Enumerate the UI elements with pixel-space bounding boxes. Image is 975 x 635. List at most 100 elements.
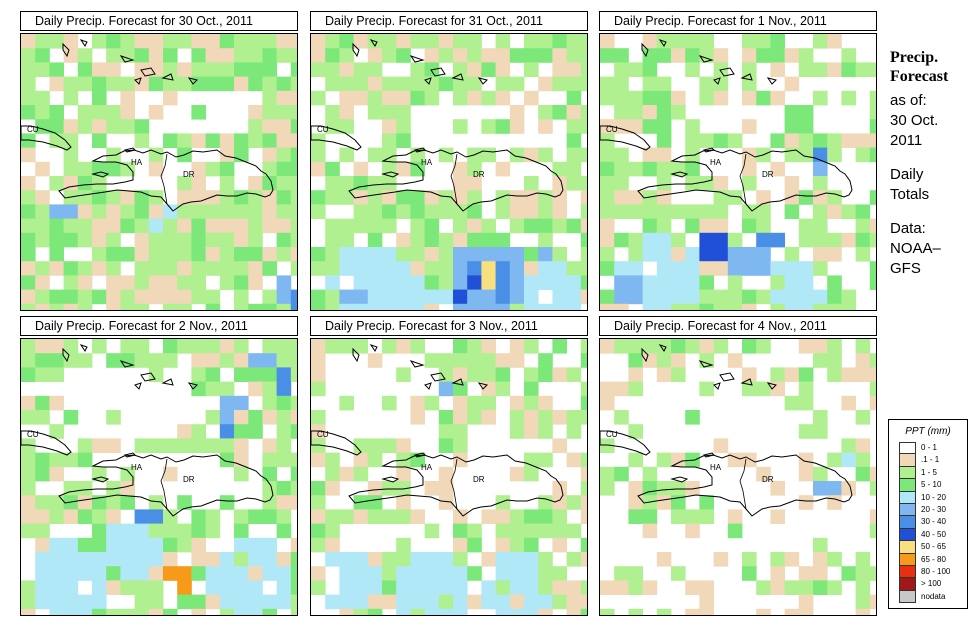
precip-cell [35, 289, 50, 305]
precip-cell [481, 339, 496, 354]
coastline [740, 73, 753, 81]
precip-cell [35, 552, 50, 567]
precip-cell [580, 48, 587, 63]
precip-cell [509, 537, 525, 553]
precip-cell [234, 608, 249, 615]
precip-cell [21, 190, 36, 205]
precip-cell [628, 190, 643, 205]
legend-item: nodata [889, 590, 967, 604]
precip-cell [524, 204, 539, 219]
precip-cell [600, 608, 615, 615]
coastline [352, 347, 360, 363]
precip-cell [671, 452, 686, 468]
precip-cell [191, 76, 206, 92]
precip-cell [234, 424, 249, 439]
precip-cell [177, 275, 192, 290]
precip-cell [262, 552, 277, 567]
precip-cell [367, 438, 383, 453]
precip-cell [827, 133, 842, 148]
precip-cell [290, 481, 297, 496]
precip-cell [495, 594, 511, 610]
precip-cell [855, 608, 871, 615]
country-label-cuba: CU [606, 430, 618, 439]
precip-cell [656, 218, 672, 234]
precip-cell [163, 247, 178, 262]
precip-cell [339, 48, 354, 63]
precip-cell [120, 247, 135, 262]
legend-swatch [899, 516, 916, 529]
precip-cell [77, 438, 93, 453]
precip-cell [63, 566, 79, 581]
precip-cell [566, 218, 582, 234]
precip-cell [219, 594, 235, 610]
precip-cell [63, 161, 79, 177]
precip-cell [148, 594, 164, 610]
precip-cell [49, 566, 64, 581]
precip-cell [49, 247, 64, 262]
precip-cell [671, 48, 686, 63]
precip-cell [438, 381, 454, 397]
side-date-line2: 2011 [890, 132, 923, 149]
precip-cell [509, 190, 525, 205]
precip-cell [77, 261, 93, 276]
precip-cell [134, 48, 150, 63]
coastlines [600, 344, 853, 517]
precip-cell [191, 367, 206, 382]
precip-cell [813, 62, 828, 77]
precip-cell [566, 90, 582, 106]
precip-cell [148, 580, 164, 595]
precip-cell [580, 218, 587, 234]
precip-cell [106, 580, 121, 595]
precip-cell [855, 566, 871, 581]
precip-cell [35, 580, 50, 595]
precip-cell [813, 133, 828, 148]
precip-cell [276, 395, 292, 411]
precip-cell [580, 147, 587, 163]
precip-cell [219, 190, 235, 205]
precip-cell [770, 509, 785, 524]
precip-cell [21, 452, 36, 468]
precip-cell [35, 48, 50, 63]
precip-cell [410, 90, 425, 106]
precip-cell [727, 452, 743, 468]
precip-cell [163, 438, 178, 453]
precip-cell [77, 190, 93, 205]
precip-cell [453, 90, 468, 106]
precip-cell [339, 509, 354, 524]
precip-cell [353, 303, 369, 310]
precip-cell [566, 133, 582, 148]
precip-cell [628, 204, 643, 219]
precip-cell [106, 218, 121, 234]
precip-cell [671, 509, 686, 524]
precip-cell [177, 424, 192, 439]
legend-label: 0 - 1 [921, 443, 938, 452]
precip-cell [656, 481, 672, 496]
precip-cell [382, 438, 397, 453]
precip-cell [92, 580, 107, 595]
precip-cell [656, 204, 672, 219]
precip-cell [552, 48, 567, 63]
precip-cell [438, 261, 454, 276]
precip-cell [191, 566, 206, 581]
precip-cell [311, 339, 326, 354]
precip-cell [742, 204, 757, 219]
coastline [62, 42, 70, 58]
precip-cell [438, 367, 454, 382]
precip-cell [756, 247, 771, 262]
precip-cell [552, 289, 567, 305]
precip-cell [290, 580, 297, 595]
precip-cell [552, 367, 567, 382]
coastline [140, 372, 156, 382]
precip-cell [685, 608, 700, 615]
precip-cell [713, 438, 729, 453]
precip-cell [524, 580, 539, 595]
precip-cell [92, 523, 107, 539]
precip-cell [580, 247, 587, 262]
precip-cell [841, 438, 856, 453]
precip-cell [290, 289, 297, 305]
precip-cell [784, 105, 800, 120]
precip-cell [566, 495, 582, 510]
precip-cell [63, 218, 79, 234]
precip-cell [134, 303, 150, 310]
